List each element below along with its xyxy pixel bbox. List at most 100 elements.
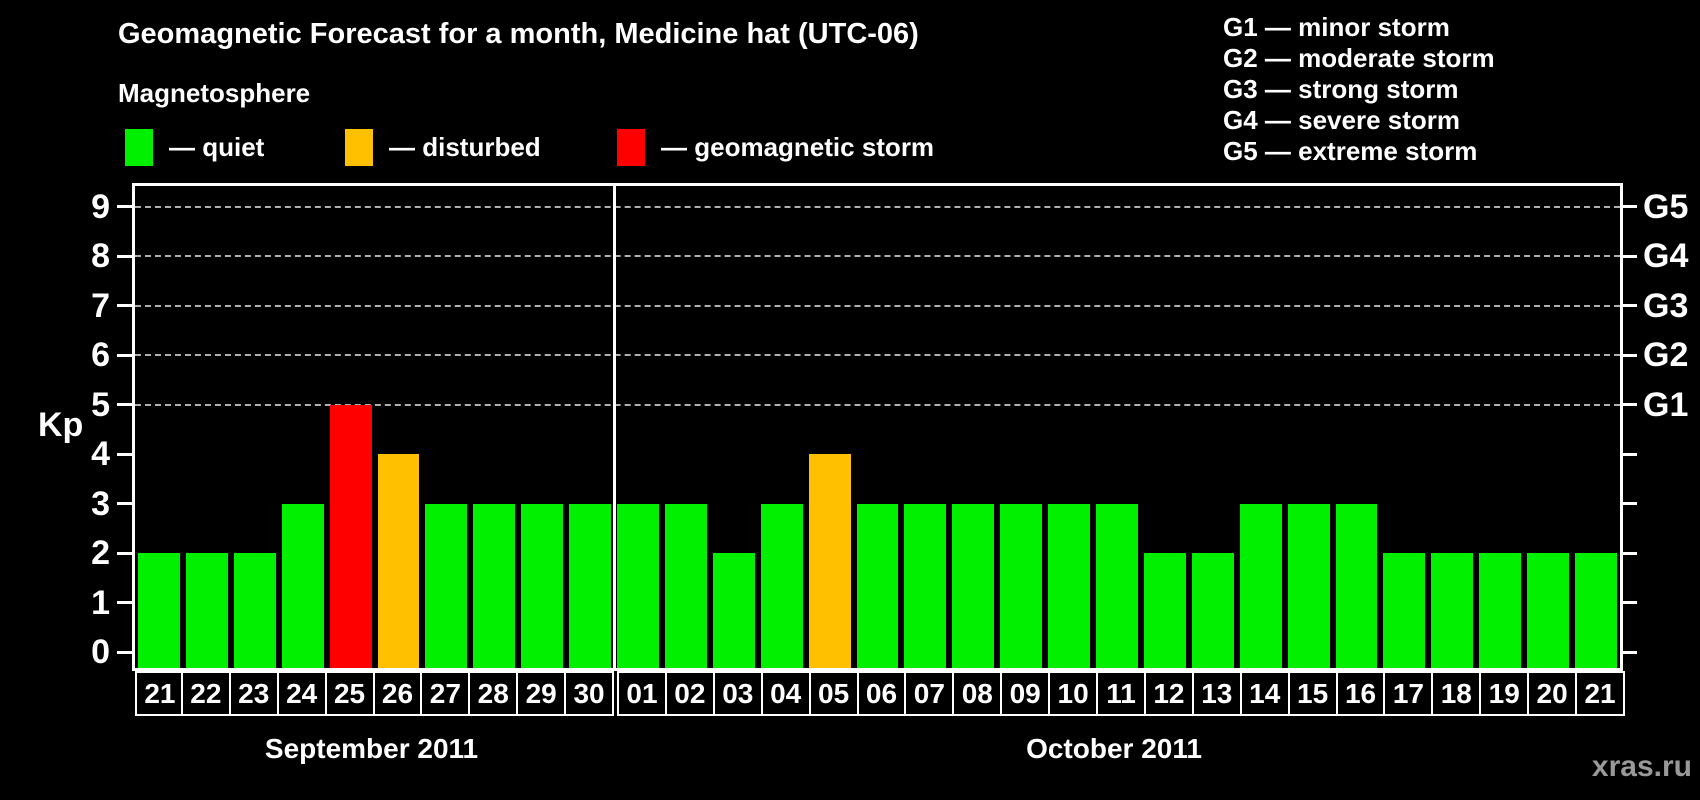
day-label-october-21: 21 [1575, 671, 1625, 716]
kp-bar-september-29 [521, 503, 564, 668]
y-tick-label-7: 7 [91, 286, 110, 325]
kp-bar-october-03 [712, 553, 755, 668]
day-label-september-28: 28 [468, 671, 519, 716]
legend-item-disturbed: — disturbed [345, 126, 541, 168]
kp-bar-october-19 [1479, 553, 1522, 668]
kp-bar-october-11 [1096, 503, 1138, 668]
day-label-october-01: 01 [617, 671, 667, 716]
day-label-october-13: 13 [1191, 671, 1242, 716]
y-tick-left-7 [117, 304, 132, 307]
day-label-october-03: 03 [712, 671, 763, 716]
y-tick-left-5 [117, 403, 132, 406]
y-tick-left-4 [117, 452, 132, 456]
legend-label-quiet: — quiet [169, 131, 265, 162]
kp-bar-october-20 [1527, 553, 1570, 668]
day-label-october-10: 10 [1048, 671, 1099, 716]
y-tick-label-0: 0 [91, 633, 110, 671]
gridline-kp9 [135, 205, 1620, 208]
day-label-october-07: 07 [904, 671, 955, 716]
magnetosphere-label: Magnetosphere [118, 78, 311, 108]
day-label-october-05: 05 [808, 671, 859, 716]
legend-swatch-quiet-icon [125, 128, 153, 166]
day-label-october-20: 20 [1527, 671, 1578, 716]
legend-swatch-storm-icon [617, 128, 645, 166]
plot-area [132, 183, 1623, 671]
legend-swatch-disturbed-icon [345, 128, 373, 166]
g-label-g3: G3 [1643, 286, 1689, 325]
day-label-september-26: 26 [372, 671, 423, 716]
y-tick-right-9 [1623, 205, 1637, 208]
day-label-october-16: 16 [1335, 671, 1386, 716]
gridline-kp8 [135, 255, 1620, 257]
day-label-october-19: 19 [1479, 671, 1530, 716]
kp-bar-october-01 [617, 503, 659, 668]
y-tick-label-6: 6 [91, 336, 110, 374]
kp-bar-october-16 [1335, 503, 1378, 668]
day-axis: 21 22 23 24 25 26 27 28 29 30 01 02 03 04 05 06 07 08 09 10… [135, 671, 1632, 718]
y-tick-label-3: 3 [91, 484, 110, 523]
kp-bar-september-21 [138, 553, 180, 668]
kp-bar-october-21 [1575, 553, 1617, 668]
kp-bar-october-17 [1383, 553, 1426, 668]
kp-bar-october-15 [1287, 503, 1330, 668]
kp-bar-october-13 [1191, 553, 1234, 668]
day-label-october-14: 14 [1239, 671, 1290, 716]
g-scale-legend-line-2: G2 — moderate storm [1223, 43, 1495, 73]
kp-bar-september-24 [281, 503, 324, 668]
kp-bar-october-14 [1239, 503, 1282, 668]
y-tick-left-6 [117, 353, 132, 357]
y-axis-label: Kp [38, 406, 84, 444]
y-tick-label-1: 1 [91, 583, 110, 622]
day-label-october-17: 17 [1383, 671, 1434, 716]
watermark: xras.ru [1591, 750, 1692, 783]
day-label-october-08: 08 [952, 671, 1003, 716]
day-label-october-09: 09 [1000, 671, 1051, 716]
y-tick-label-9: 9 [91, 187, 110, 226]
y-tick-right-0 [1623, 650, 1637, 654]
kp-bar-september-25 [329, 404, 372, 668]
kp-bar-october-09 [1000, 503, 1043, 668]
kp-bar-october-06 [856, 503, 899, 668]
y-tick-right-5 [1623, 403, 1637, 406]
day-label-october-02: 02 [664, 671, 715, 716]
day-label-september-25: 25 [324, 671, 375, 716]
kp-bar-september-28 [473, 503, 516, 668]
g-label-g5: G5 [1643, 187, 1689, 226]
gridline-kp5 [135, 403, 1620, 406]
y-tick-right-6 [1623, 353, 1637, 357]
kp-bar-october-04 [760, 503, 803, 668]
day-label-october-06: 06 [856, 671, 907, 716]
kp-bar-september-23 [233, 553, 276, 668]
legend-label-disturbed: — disturbed [389, 131, 541, 162]
day-label-september-24: 24 [276, 671, 327, 716]
y-tick-right-1 [1623, 601, 1637, 604]
y-tick-label-2: 2 [91, 534, 110, 572]
y-tick-left-2 [117, 551, 132, 555]
day-label-september-27: 27 [420, 671, 471, 716]
g-scale-legend-line-5: G5 — extreme storm [1223, 136, 1478, 166]
day-label-september-21: 21 [135, 671, 185, 716]
legend-label-storm: — geomagnetic storm [661, 131, 935, 162]
y-tick-right-4 [1623, 452, 1637, 456]
day-label-september-23: 23 [228, 671, 279, 716]
g-scale-legend-line-3: G3 — strong storm [1223, 74, 1459, 104]
y-tick-left-3 [117, 502, 132, 505]
day-label-october-04: 04 [760, 671, 811, 716]
kp-bar-september-27 [425, 503, 468, 668]
kp-bar-september-22 [185, 553, 228, 668]
y-tick-right-3 [1623, 502, 1637, 505]
legend-item-storm: — geomagnetic storm [617, 126, 934, 168]
day-label-september-22: 22 [180, 671, 231, 716]
month-label-september: September 2011 [264, 733, 479, 764]
y-tick-left-8 [117, 254, 132, 258]
y-tick-label-8: 8 [91, 237, 110, 275]
y-tick-left-0 [117, 650, 132, 654]
y-tick-right-7 [1623, 304, 1637, 307]
g-label-g2: G2 [1643, 336, 1689, 374]
kp-bar-october-10 [1048, 503, 1091, 668]
y-tick-left-9 [117, 205, 132, 208]
kp-bar-october-18 [1431, 553, 1474, 668]
kp-bar-october-12 [1143, 553, 1186, 668]
kp-bar-october-02 [664, 503, 707, 668]
